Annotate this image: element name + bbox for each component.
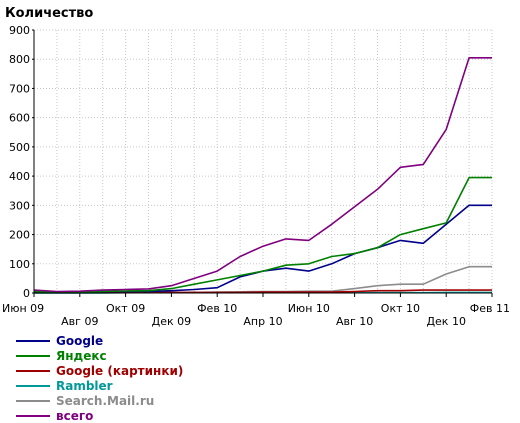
legend-label: Search.Mail.ru xyxy=(56,393,155,408)
legend-item: Яндекс xyxy=(16,348,183,363)
legend-label: Google xyxy=(56,333,104,348)
x-axis-ticks: Июн 09 Авг 09 Окт 09 Дек 09 Фев 10 Апр 10 Июн … xyxy=(2,293,510,328)
legend-label: Google (картинки) xyxy=(56,363,184,378)
legend-swatch xyxy=(16,369,50,372)
y-tick-label: 800 xyxy=(9,53,30,66)
legend-label: Rambler xyxy=(56,378,113,393)
y-axis-ticks: 0 100 200 300 400 500 600 700 800 900 xyxy=(9,24,34,300)
y-tick-label: 700 xyxy=(9,82,30,95)
legend-swatch xyxy=(16,414,50,417)
y-tick-label: 900 xyxy=(9,24,30,37)
legend-label: Яндекс xyxy=(56,348,107,363)
series-line-1 xyxy=(33,176,492,294)
legend-item: Google xyxy=(16,333,183,348)
x-tick-label: Фев 11 xyxy=(470,302,510,315)
x-tick-label: Фев 10 xyxy=(197,302,237,315)
series-line-5 xyxy=(33,56,492,293)
legend-item: всего xyxy=(16,408,183,423)
legend-swatch xyxy=(16,384,50,387)
x-tick-label: Дек 10 xyxy=(426,315,466,328)
y-tick-label: 600 xyxy=(9,112,30,125)
grid-lines xyxy=(34,29,493,293)
x-tick-label: Июн 09 xyxy=(2,302,44,315)
y-axis-label: Количество xyxy=(5,6,93,21)
legend: Google Яндекс Google (картинки) Rambler Sear… xyxy=(16,333,183,423)
legend-swatch xyxy=(16,339,50,342)
legend-swatch xyxy=(16,354,50,357)
x-tick-label: Июн 10 xyxy=(288,302,330,315)
y-tick-label: 0 xyxy=(23,287,30,300)
legend-item: Search.Mail.ru xyxy=(16,393,183,408)
y-tick-label: 300 xyxy=(9,199,30,212)
x-tick-label: Окт 09 xyxy=(106,302,145,315)
x-tick-label: Авг 10 xyxy=(336,315,373,328)
y-tick-label: 200 xyxy=(9,229,30,242)
legend-label: всего xyxy=(56,408,94,423)
y-tick-label: 400 xyxy=(9,170,30,183)
legend-item: Rambler xyxy=(16,378,183,393)
x-tick-label: Дек 09 xyxy=(152,315,192,328)
x-tick-label: Окт 10 xyxy=(381,302,420,315)
y-tick-label: 500 xyxy=(9,141,30,154)
legend-swatch xyxy=(16,399,50,402)
legend-item: Google (картинки) xyxy=(16,363,183,378)
axes xyxy=(33,30,492,294)
x-tick-label: Авг 09 xyxy=(61,315,98,328)
x-tick-label: Апр 10 xyxy=(243,315,282,328)
y-tick-label: 100 xyxy=(9,258,30,271)
